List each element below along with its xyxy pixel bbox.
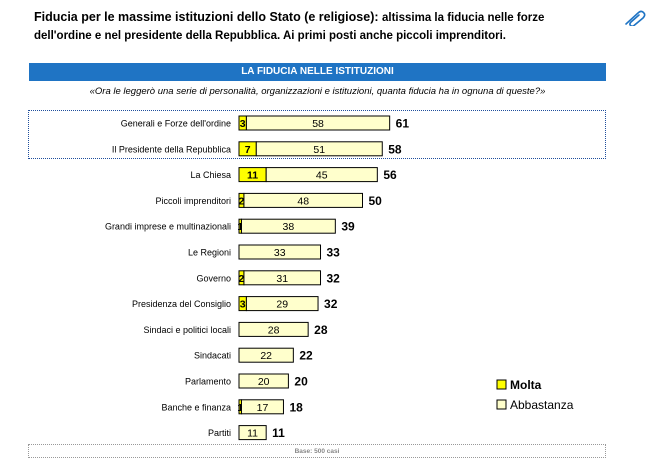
abbastanza-value-label: 48 <box>297 195 309 207</box>
abbastanza-value-label: 31 <box>276 273 288 285</box>
total-value-label: 56 <box>383 168 397 182</box>
category-label: Il Presidente della Repubblica <box>112 144 231 154</box>
total-value-label: 28 <box>314 323 328 337</box>
abbastanza-value-label: 22 <box>260 350 272 362</box>
bar-abbastanza <box>255 141 383 157</box>
abbastanza-value-label: 33 <box>274 247 286 259</box>
abbastanza-value-label: 11 <box>247 428 258 440</box>
legend-label-molta: Molta <box>510 378 542 392</box>
molta-value-label: 1 <box>237 402 243 414</box>
abbastanza-value-label: 51 <box>313 144 325 156</box>
abbastanza-value-label: 20 <box>258 376 270 388</box>
category-label: La Chiesa <box>190 170 231 180</box>
legend-swatch-abbastanza <box>496 399 507 410</box>
category-label: Governo <box>196 273 231 283</box>
total-value-label: 61 <box>396 117 410 131</box>
category-label: Sindaci e politici locali <box>143 325 231 335</box>
paperclip-icon[interactable] <box>624 10 646 26</box>
molta-value-label: 3 <box>240 299 246 311</box>
bar-abbastanza <box>240 218 336 234</box>
bar-abbastanza <box>265 167 378 183</box>
bar-abbastanza <box>238 321 309 337</box>
total-value-label: 39 <box>341 220 355 234</box>
bar-abbastanza <box>238 244 322 260</box>
section-banner: LA FIDUCIA NELLE ISTITUZIONI <box>29 63 606 81</box>
molta-value-label: 11 <box>247 170 258 182</box>
abbastanza-value-label: 29 <box>276 299 288 311</box>
molta-value-label: 3 <box>240 118 246 130</box>
molta-value-label: 2 <box>239 273 245 285</box>
category-label: Piccoli imprenditori <box>155 196 231 206</box>
abbastanza-value-label: 58 <box>312 118 324 130</box>
total-value-label: 58 <box>388 142 402 156</box>
total-value-label: 33 <box>327 246 341 260</box>
total-value-label: 50 <box>369 194 383 208</box>
bar-abbastanza <box>243 270 322 286</box>
molta-value-label: 7 <box>245 144 251 156</box>
bar-abbastanza <box>238 425 267 441</box>
bar-abbastanza <box>245 296 319 312</box>
total-value-label: 22 <box>299 349 313 363</box>
total-value-label: 32 <box>327 271 341 285</box>
chart-title: Fiducia per le massime istituzioni dello… <box>34 9 604 45</box>
total-value-label: 11 <box>272 426 285 440</box>
abbastanza-value-label: 45 <box>316 170 328 182</box>
category-label: Parlamento <box>185 377 231 387</box>
category-label: Grandi imprese e multinazionali <box>105 222 231 232</box>
title-bold: Fiducia per le massime istituzioni dello… <box>34 10 379 24</box>
bar-abbastanza <box>245 115 391 131</box>
bar-abbastanza <box>243 192 363 208</box>
bar-abbastanza <box>240 399 284 415</box>
legend-label-abbastanza: Abbastanza <box>510 398 574 412</box>
abbastanza-value-label: 38 <box>283 221 295 233</box>
total-value-label: 32 <box>324 297 338 311</box>
molta-value-label: 2 <box>239 195 245 207</box>
survey-question: «Ora le leggerò una serie di personalità… <box>89 86 546 97</box>
category-label: Banche e finanza <box>161 402 231 412</box>
abbastanza-value-label: 17 <box>257 402 269 414</box>
category-label: Presidenza del Consiglio <box>132 299 231 309</box>
abbastanza-value-label: 28 <box>268 324 280 336</box>
base-note: Base: 500 casi <box>28 444 606 458</box>
category-label: Le Regioni <box>188 248 231 258</box>
top-two-highlight <box>28 110 606 159</box>
category-label: Partiti <box>208 428 231 438</box>
total-value-label: 18 <box>289 400 303 414</box>
bar-abbastanza <box>238 347 294 363</box>
legend-swatch-molta <box>496 379 507 390</box>
title-rest: altissima la fiducia nelle forze dell'or… <box>34 12 545 42</box>
molta-value-label: 1 <box>237 221 243 233</box>
total-value-label: 20 <box>294 375 308 389</box>
category-label: Generali e Forze dell'ordine <box>121 119 231 129</box>
category-label: Sindacati <box>194 351 231 361</box>
bar-abbastanza <box>238 373 289 389</box>
